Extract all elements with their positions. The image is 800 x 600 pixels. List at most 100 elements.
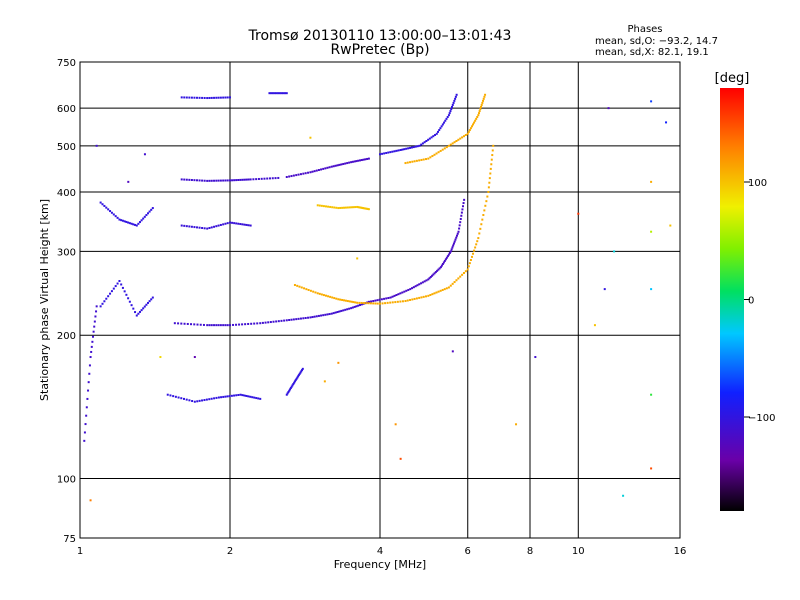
data-point: [284, 92, 287, 95]
data-point: [93, 320, 96, 323]
data-point: [457, 277, 460, 280]
data-point: [459, 221, 462, 224]
data-point: [213, 179, 216, 182]
data-point: [105, 297, 108, 300]
data-point: [247, 322, 250, 325]
data-point: [405, 289, 408, 292]
data-point: [277, 92, 280, 95]
data-point: [488, 177, 491, 180]
data-point: [313, 315, 316, 318]
data-point: [453, 240, 456, 243]
data-point: [173, 322, 176, 325]
data-point: [203, 179, 206, 182]
data-point: [338, 310, 341, 313]
data-point: [277, 320, 280, 323]
data-point: [294, 379, 297, 382]
data-point: [92, 330, 95, 333]
data-point: [215, 225, 218, 228]
colorbar: [deg] 100 0 −100: [715, 71, 775, 511]
data-point: [425, 140, 428, 143]
data-point: [483, 95, 486, 98]
data-point: [303, 287, 306, 290]
data-point: [344, 308, 347, 311]
data-point: [456, 232, 459, 235]
data-point: [322, 167, 325, 170]
data-point: [222, 324, 225, 327]
data-point: [264, 321, 267, 324]
data-point: [451, 105, 454, 108]
data-point: [401, 300, 404, 303]
data-point: [650, 393, 653, 396]
data-point: [220, 396, 223, 399]
data-point: [118, 280, 121, 283]
data-point: [462, 202, 465, 205]
data-point: [449, 143, 452, 146]
data-point: [350, 206, 353, 209]
data-point: [201, 179, 204, 182]
data-point: [300, 370, 303, 373]
data-point: [292, 383, 295, 386]
data-point: [480, 105, 483, 108]
x-tick-label: 16: [674, 546, 687, 557]
data-point: [451, 246, 454, 249]
data-point: [83, 431, 86, 434]
data-point: [613, 250, 616, 253]
data-point: [374, 302, 377, 305]
data-point: [159, 356, 162, 359]
data-point: [393, 294, 396, 297]
data-point: [190, 323, 193, 326]
data-point: [95, 310, 98, 313]
data-point: [196, 400, 199, 403]
data-point: [372, 300, 375, 303]
data-point: [83, 439, 86, 442]
data-point: [320, 168, 323, 171]
data-point: [353, 160, 356, 163]
data-point: [99, 305, 102, 308]
data-point: [324, 313, 327, 316]
data-point: [491, 149, 494, 152]
data-point: [94, 315, 97, 318]
data-point: [358, 301, 361, 304]
data-point: [206, 97, 209, 100]
data-point: [295, 318, 298, 321]
data-point: [429, 156, 432, 159]
data-point: [439, 266, 442, 269]
data-point: [134, 223, 137, 226]
data-point: [128, 222, 131, 225]
data-point: [196, 323, 199, 326]
data-point: [280, 319, 283, 322]
data-point: [365, 207, 368, 210]
data-point: [468, 262, 471, 265]
data-point: [239, 223, 242, 226]
data-point: [407, 288, 410, 291]
data-point: [198, 96, 201, 99]
data-point: [282, 92, 285, 95]
data-point: [255, 178, 258, 181]
colorbar-tick-label: 0: [748, 296, 754, 307]
data-point: [112, 287, 115, 290]
data-point: [394, 301, 397, 304]
data-point: [210, 179, 213, 182]
data-point: [474, 119, 477, 122]
data-point: [453, 99, 456, 102]
colorbar-gradient: [720, 88, 744, 511]
data-point: [418, 144, 421, 147]
data-point: [241, 178, 244, 181]
data-point: [116, 216, 119, 219]
data-point: [315, 315, 318, 318]
data-point: [364, 158, 367, 161]
data-point: [397, 293, 400, 296]
data-point: [219, 223, 222, 226]
data-point: [101, 203, 104, 206]
data-point: [313, 170, 316, 173]
data-point: [436, 269, 439, 272]
data-point: [434, 133, 437, 136]
data-point: [183, 322, 186, 325]
data-point: [90, 345, 93, 348]
data-point: [151, 296, 154, 299]
data-point: [462, 135, 465, 138]
data-point: [140, 219, 143, 222]
data-point: [229, 221, 231, 224]
y-tick-label: 750: [57, 58, 76, 69]
data-point: [206, 324, 209, 327]
